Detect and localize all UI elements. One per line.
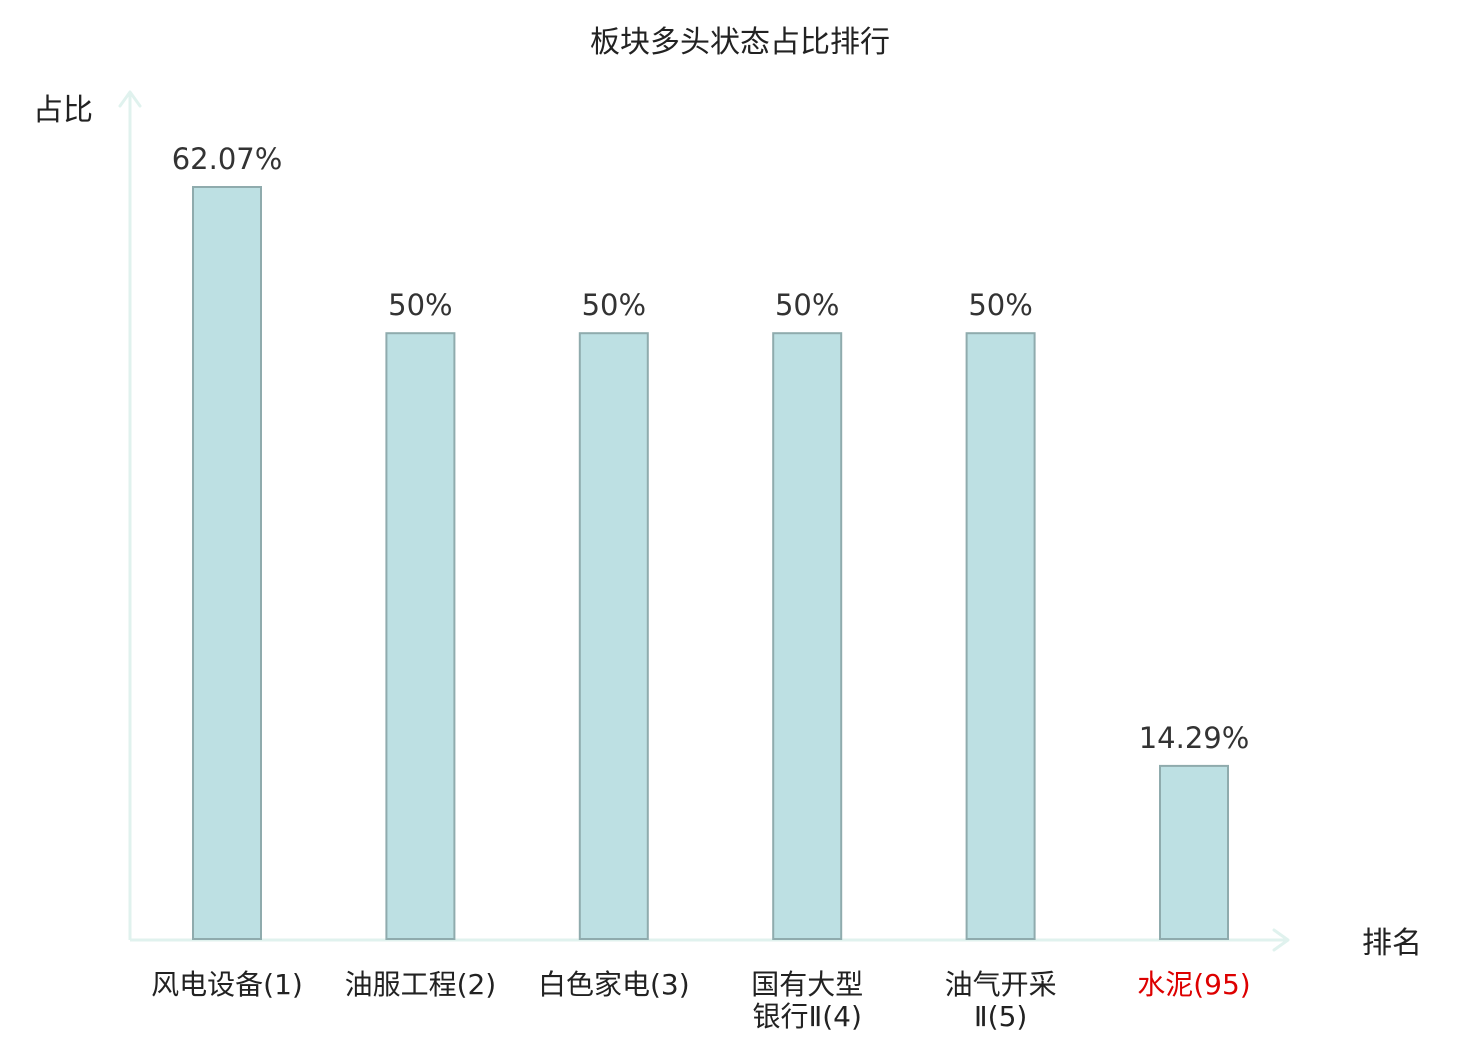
bar-value-label: 14.29% xyxy=(1139,721,1250,755)
x-tick-label: 白色家电(3) xyxy=(538,968,690,1001)
x-tick-label: 水泥(95) xyxy=(1137,968,1250,1001)
chart-title: 板块多头状态占比排行 xyxy=(590,25,890,60)
bar xyxy=(1159,764,1229,941)
bar-value-label: 50% xyxy=(775,288,839,322)
x-axis-arrow-icon xyxy=(1272,928,1290,952)
x-tick-label: 风电设备(1) xyxy=(151,968,303,1001)
y-axis-label: 占比 xyxy=(33,93,93,128)
axes xyxy=(118,90,1290,952)
bar-value-label: 50% xyxy=(968,288,1032,322)
bar xyxy=(192,186,262,940)
bar-value-label: 50% xyxy=(582,288,646,322)
x-tick-label: 油气开采 xyxy=(945,968,1057,1001)
bar-value-label: 62.07% xyxy=(172,142,283,176)
value-labels-group: 62.07% 50% 50% 50% 50% 14.29% xyxy=(172,142,1250,755)
x-tick-label: 国有大型 xyxy=(751,968,863,1001)
bars-group xyxy=(192,186,1229,941)
x-tick-label: Ⅱ(5) xyxy=(974,1000,1027,1033)
x-axis-label: 排名 xyxy=(1362,926,1422,961)
bar xyxy=(772,332,843,940)
bar xyxy=(965,332,1036,940)
bar xyxy=(385,332,456,940)
y-axis-arrow-icon xyxy=(118,90,142,108)
x-tick-label: 银行Ⅱ(4) xyxy=(752,1000,861,1033)
x-tick-label: 油服工程(2) xyxy=(345,968,497,1001)
bar-value-label: 50% xyxy=(388,288,452,322)
bar xyxy=(578,332,649,940)
